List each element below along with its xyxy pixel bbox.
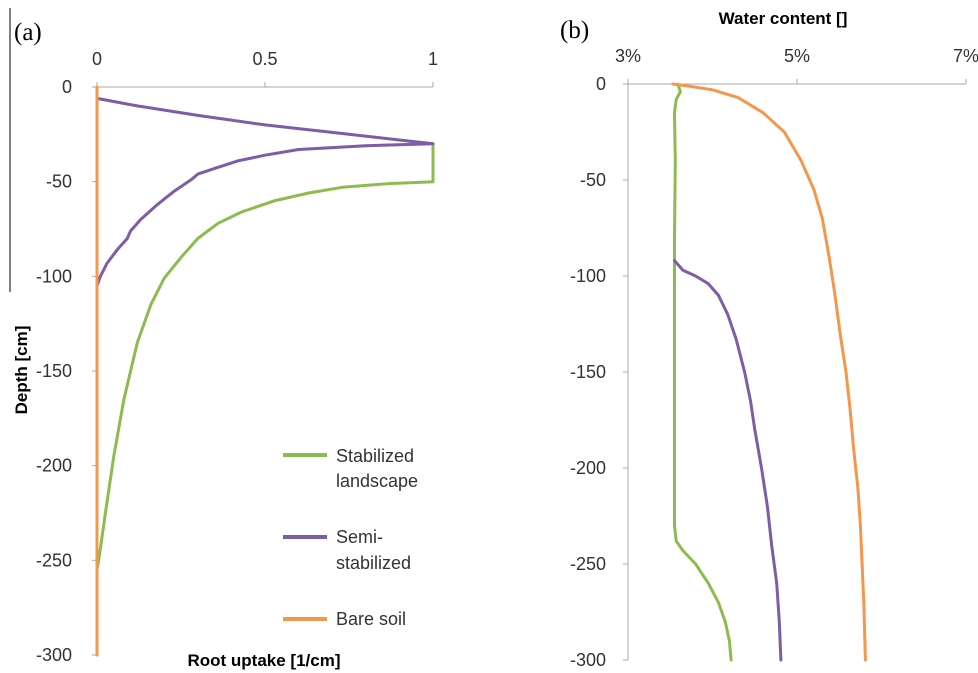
x-axis-title: Root uptake [1/cm] [187, 651, 340, 670]
y-tick-label: -150 [570, 362, 606, 382]
series-line-stabilized-landscape [95, 142, 435, 572]
y-tick-label: -100 [36, 266, 72, 286]
x-ticks: 3% 5% 7% [615, 46, 978, 84]
y-ticks: 0 -50 -100 -150 -200 -250 -300 [36, 77, 97, 665]
series-line-stabilized-landscape [673, 82, 733, 662]
y-tick-label: -150 [36, 361, 72, 381]
legend: Stabilized landscape Semi- stabilized Ba… [283, 446, 418, 629]
y-tick-label: 0 [62, 77, 72, 97]
y-axis-title: Depth [cm] [12, 326, 31, 415]
y-ticks: 0 -50 -100 -150 -200 -250 -300 [570, 74, 628, 670]
x-tick-label: 7% [953, 46, 978, 66]
series-line-bare-soil [671, 82, 867, 662]
x-tick-label: 0 [92, 49, 102, 69]
legend-label-semi-line2: stabilized [336, 553, 411, 573]
panel-a: (a) 0 0.5 1 0-50-100-150-200-250-300 Root … [9, 8, 438, 670]
y-tick-label: -200 [570, 458, 606, 478]
legend-label-semi-line1: Semi- [336, 527, 383, 547]
series-lines [95, 85, 435, 657]
y-tick-label: -50 [46, 172, 72, 192]
y-tick-label: -250 [36, 550, 72, 570]
x-ticks: 0 0.5 1 [92, 49, 438, 87]
y-tick-label: -100 [570, 266, 606, 286]
legend-label-stabilized-line2: landscape [336, 471, 418, 491]
y-tick-label: -300 [570, 650, 606, 670]
legend-label-stabilized-line1: Stabilized [336, 446, 414, 466]
panel-b: (b) Water content [] 3% 5% 7% 0 -50 -100 -150… [560, 9, 978, 670]
x-tick-label: 3% [615, 46, 641, 66]
x-axis-title: Water content [] [719, 9, 848, 28]
panel-b-label: (b) [560, 17, 589, 44]
y-tick-label: -300 [36, 645, 72, 665]
y-tick-label: -50 [580, 170, 606, 190]
y-tick-label: -250 [570, 554, 606, 574]
panel-a-label: (a) [14, 19, 42, 46]
y-tick-label: -200 [36, 456, 72, 476]
series-line-semi-stabilized [95, 96, 435, 288]
legend-label-bare: Bare soil [336, 609, 406, 629]
series-line-semi-stabilized [673, 259, 783, 662]
x-tick-label: 1 [428, 49, 438, 69]
x-tick-label: 0.5 [252, 49, 277, 69]
y-tick-label: 0 [596, 74, 606, 94]
x-tick-label: 5% [784, 46, 810, 66]
series-lines [671, 82, 867, 662]
